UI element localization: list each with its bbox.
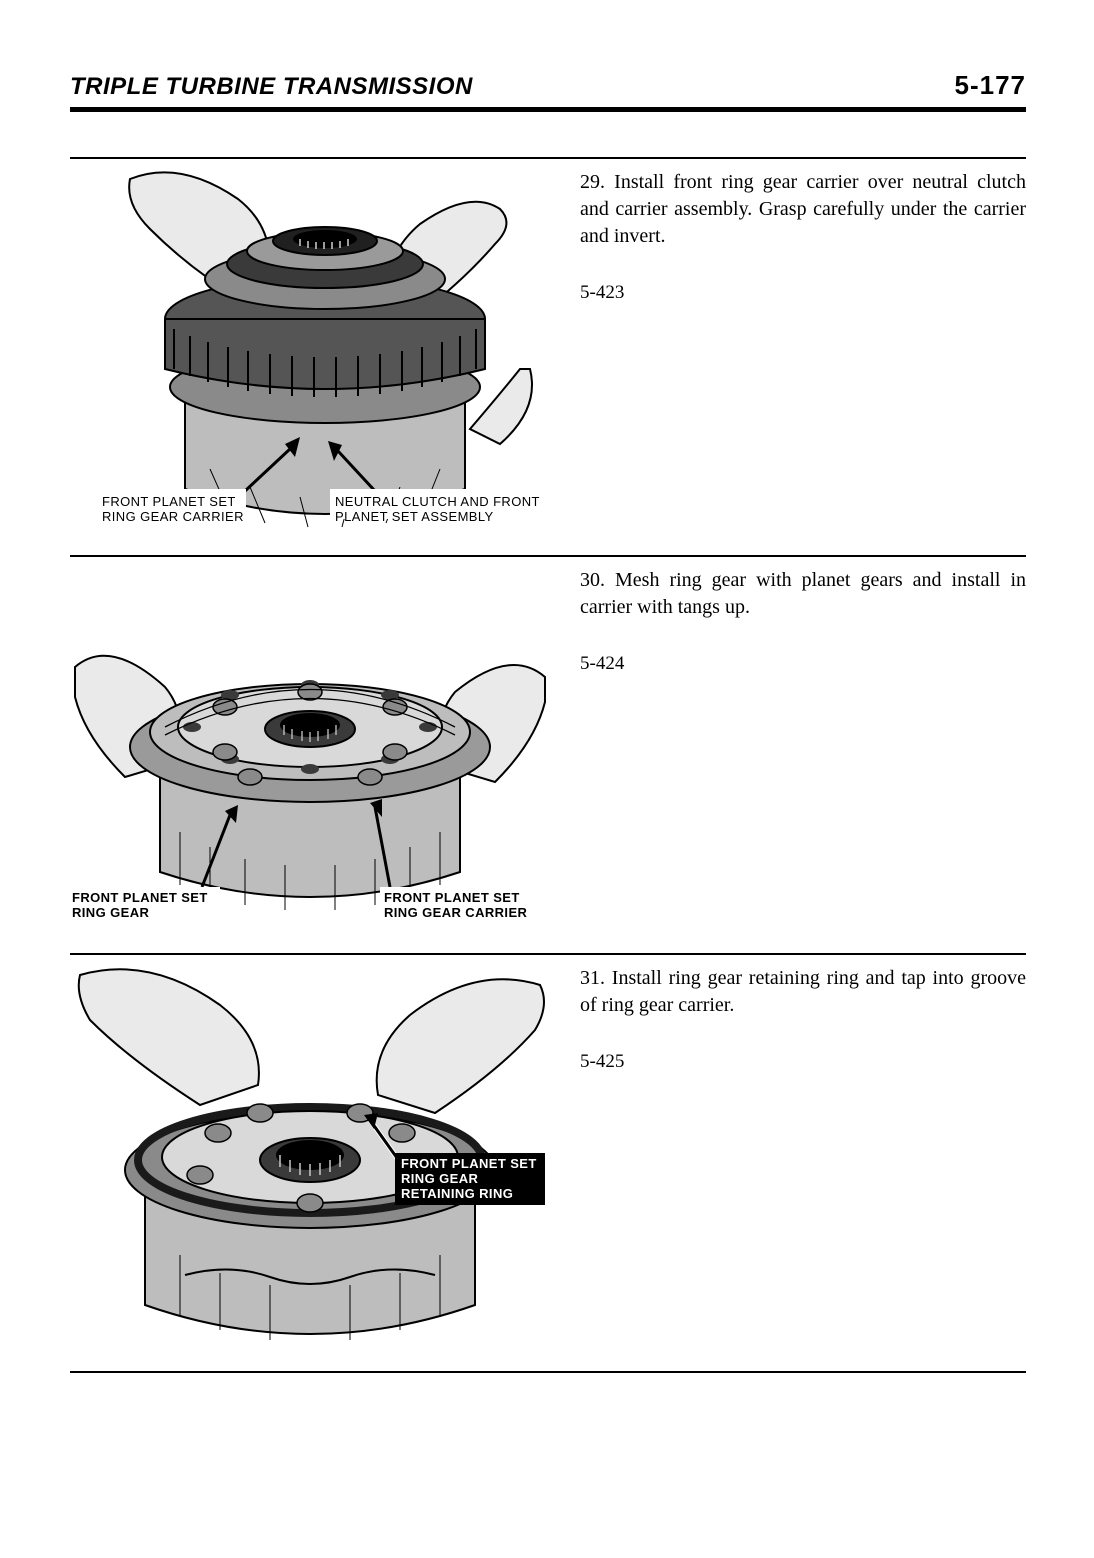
content-area: FRONT PLANET SETRING GEAR CARRIER NEUTRA… bbox=[70, 157, 1026, 1373]
step-31-text-cell: 31. Install ring gear retaining ring and… bbox=[550, 965, 1026, 1365]
page-header: TRIPLE TURBINE TRANSMISSION 5-177 bbox=[70, 70, 1026, 112]
step-30-text-cell: 30. Mesh ring gear with planet gears and… bbox=[550, 567, 1026, 947]
callout-front-planet-set-ring-gear: FRONT PLANET SETRING GEAR bbox=[72, 891, 208, 921]
step-31-text: 31. Install ring gear retaining ring and… bbox=[580, 965, 1026, 1019]
step-row-31: FRONT PLANET SETRING GEARRETAINING RING … bbox=[70, 955, 1026, 1373]
page-number: 5-177 bbox=[955, 70, 1027, 101]
step-30-figref: 5-424 bbox=[580, 651, 1026, 677]
callout-retaining-ring: FRONT PLANET SETRING GEARRETAINING RING bbox=[401, 1157, 537, 1202]
page-title: TRIPLE TURBINE TRANSMISSION bbox=[70, 73, 473, 101]
page: TRIPLE TURBINE TRANSMISSION 5-177 bbox=[0, 0, 1094, 1558]
figure-5-423-svg bbox=[70, 169, 550, 549]
step-29-text: 29. Install front ring gear carrier over… bbox=[580, 169, 1026, 250]
step-row-30: FRONT PLANET SETRING GEAR FRONT PLANET S… bbox=[70, 557, 1026, 955]
callout-front-planet-set-ring-gear-carrier: FRONT PLANET SETRING GEAR CARRIER bbox=[102, 495, 244, 525]
step-29-text-cell: 29. Install front ring gear carrier over… bbox=[550, 169, 1026, 549]
figure-5-423: FRONT PLANET SETRING GEAR CARRIER NEUTRA… bbox=[70, 169, 550, 549]
callout-neutral-clutch-assembly: NEUTRAL CLUTCH AND FRONTPLANET SET ASSEM… bbox=[335, 495, 540, 525]
step-31-figref: 5-425 bbox=[580, 1049, 1026, 1075]
step-29-figref: 5-423 bbox=[580, 280, 1026, 306]
callout-front-planet-set-ring-gear-carrier-2: FRONT PLANET SETRING GEAR CARRIER bbox=[384, 891, 527, 921]
step-row-29: FRONT PLANET SETRING GEAR CARRIER NEUTRA… bbox=[70, 159, 1026, 557]
step-30-text: 30. Mesh ring gear with planet gears and… bbox=[580, 567, 1026, 621]
figure-5-424: FRONT PLANET SETRING GEAR FRONT PLANET S… bbox=[70, 567, 550, 947]
figure-5-425: FRONT PLANET SETRING GEARRETAINING RING bbox=[70, 965, 550, 1365]
